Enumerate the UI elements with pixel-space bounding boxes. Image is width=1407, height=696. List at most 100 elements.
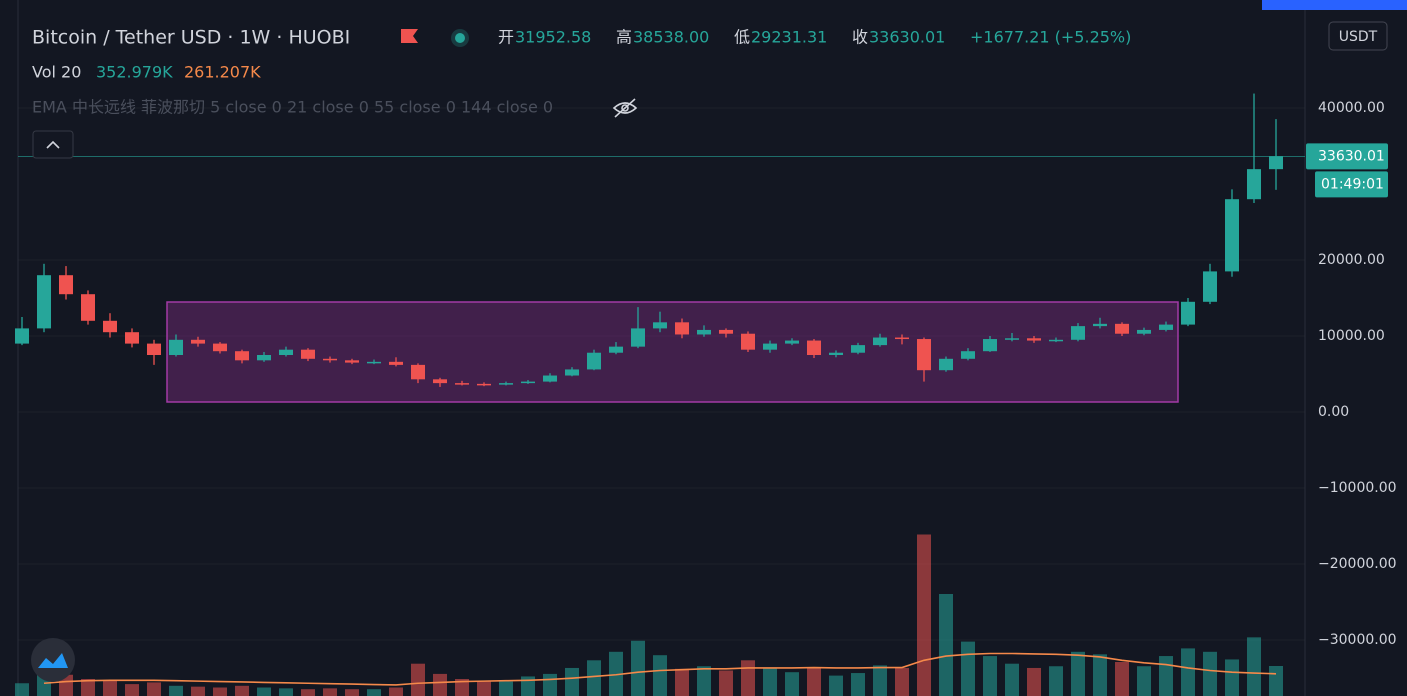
candle-body — [235, 351, 249, 361]
candle-body — [81, 294, 95, 321]
volume-bar — [719, 670, 733, 696]
volume-bar — [191, 686, 205, 696]
volume-bar — [15, 683, 29, 696]
candle-body — [389, 361, 403, 365]
volume-bar — [499, 681, 513, 696]
ohlc-value: 38538.00 — [633, 28, 709, 47]
candle-body — [169, 339, 183, 355]
volume-bar — [213, 687, 227, 696]
candle-body — [37, 275, 51, 329]
y-tick-label: 10000.00 — [1318, 328, 1385, 344]
candle-body — [1049, 339, 1063, 342]
volume-bar — [169, 685, 183, 696]
hide-icon[interactable] — [612, 98, 638, 118]
y-tick-label: 20000.00 — [1318, 252, 1385, 268]
candle-body — [213, 343, 227, 352]
volume-bar — [1071, 651, 1085, 696]
price-label-box — [1306, 143, 1388, 170]
price-label: 33630.01 — [1318, 148, 1385, 164]
volume-title: Vol 20 — [32, 63, 81, 82]
volume-bar — [807, 667, 821, 696]
candle-body — [961, 351, 975, 359]
candle-body — [807, 340, 821, 355]
candle-body — [15, 328, 29, 344]
candle-body — [763, 343, 777, 350]
candle-body — [741, 333, 755, 350]
volume-bar — [961, 641, 975, 696]
candle-body — [653, 322, 667, 329]
volume-bar — [895, 667, 909, 696]
ohlc-label: 低 — [734, 28, 750, 47]
currency-button[interactable]: USDT — [1328, 21, 1388, 51]
candle-body — [499, 383, 513, 385]
candle-body — [1203, 271, 1217, 302]
candle-body — [433, 379, 447, 384]
candle-body — [125, 332, 139, 344]
candle-body — [1115, 323, 1129, 334]
logo[interactable] — [31, 638, 75, 682]
candle-body — [411, 364, 425, 380]
candle-body — [1225, 199, 1239, 272]
y-tick-label: −20000.00 — [1318, 556, 1397, 572]
candle-body — [873, 337, 887, 346]
candle-body — [1159, 324, 1173, 330]
collapse-button[interactable] — [32, 130, 74, 159]
candle-body — [785, 340, 799, 344]
volume-bar — [653, 655, 667, 696]
ohlc-label: 收 — [852, 28, 868, 47]
volume-bar — [741, 660, 755, 696]
volume-ma-line — [43, 652, 1277, 686]
volume-bar — [587, 660, 601, 696]
volume-bar — [257, 687, 271, 696]
indicator-legend: EMA 中长远线 菲波那切 5 close 0 21 close 0 55 cl… — [32, 98, 553, 117]
candle-body — [939, 358, 953, 371]
ohlc-header: 开 31952.58 高 38538.00 低 29231.31 收 33630.01 — [498, 28, 945, 47]
volume-bar — [829, 675, 843, 696]
volume-bar — [631, 640, 645, 696]
volume-bar — [609, 651, 623, 696]
volume-bar — [411, 663, 425, 696]
volume-bar — [323, 688, 337, 696]
y-tick-label: 0.00 — [1318, 404, 1349, 420]
candle-body — [59, 275, 73, 295]
candle-body — [675, 322, 689, 335]
grid — [18, 107, 1305, 641]
volume-bar — [785, 672, 799, 696]
volume-bar — [1269, 665, 1283, 696]
ohlc-label: 高 — [616, 28, 632, 47]
candle-body — [719, 329, 733, 334]
volume-bar — [1049, 666, 1063, 696]
volume-bar — [455, 679, 469, 696]
candle-body — [587, 352, 601, 370]
volume-value: 352.979K — [96, 63, 173, 82]
range-box — [166, 301, 1179, 403]
volume-bar — [345, 689, 359, 696]
volume-bar — [1247, 637, 1261, 696]
volume-ma-value: 261.207K — [184, 63, 261, 82]
volume-bar — [697, 666, 711, 696]
volume-bar — [1115, 662, 1129, 696]
volume-bar — [147, 682, 161, 696]
candle-body — [829, 352, 843, 355]
candle-body — [917, 339, 931, 371]
volume-bar — [279, 688, 293, 696]
volume-bar — [301, 689, 315, 696]
price-pane — [15, 93, 1305, 387]
candle-body — [895, 337, 909, 340]
ohlc-value: 29231.31 — [751, 28, 827, 47]
candle-body — [983, 339, 997, 352]
volume-bar — [1137, 666, 1151, 696]
currency: USDT — [1339, 29, 1378, 45]
ohlc-value: 33630.01 — [869, 28, 945, 47]
flag-icon — [401, 29, 418, 43]
volume-bar — [1027, 667, 1041, 696]
candle-body — [1027, 338, 1041, 341]
volume-bar — [1225, 659, 1239, 696]
candle-body — [609, 346, 623, 353]
candle-body — [345, 360, 359, 363]
candle-body — [301, 349, 315, 359]
countdown: 01:49:01 — [1321, 176, 1384, 192]
candle-body — [1269, 156, 1283, 170]
